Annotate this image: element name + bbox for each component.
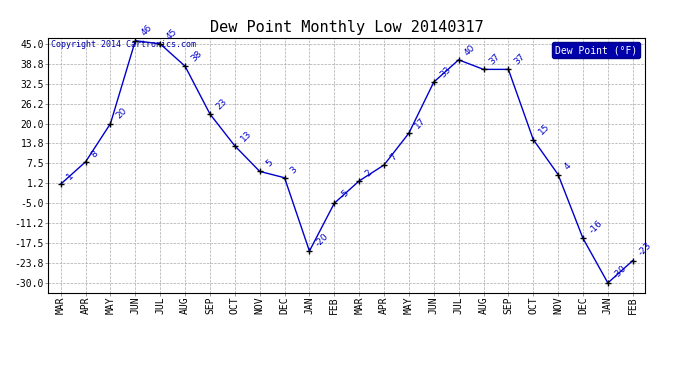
Text: 2: 2 (364, 168, 374, 178)
Text: 37: 37 (513, 52, 527, 67)
Text: -16: -16 (587, 219, 604, 236)
Text: -30: -30 (612, 263, 629, 280)
Text: 13: 13 (239, 129, 253, 143)
Legend: Dew Point (°F): Dew Point (°F) (552, 42, 640, 58)
Text: -5: -5 (339, 188, 351, 201)
Text: 37: 37 (488, 52, 502, 67)
Text: Copyright 2014 Cartronics.com: Copyright 2014 Cartronics.com (51, 40, 196, 49)
Text: 3: 3 (288, 165, 299, 175)
Text: 7: 7 (388, 152, 399, 162)
Text: 17: 17 (413, 116, 428, 130)
Text: 15: 15 (538, 122, 552, 137)
Text: 45: 45 (164, 27, 179, 41)
Text: 33: 33 (438, 65, 453, 80)
Text: -23: -23 (637, 241, 653, 258)
Text: -20: -20 (313, 232, 331, 248)
Text: 8: 8 (90, 148, 100, 159)
Text: 1: 1 (65, 171, 75, 182)
Text: 40: 40 (463, 43, 477, 57)
Text: 23: 23 (214, 97, 228, 111)
Text: 4: 4 (562, 162, 573, 172)
Text: 20: 20 (115, 106, 129, 121)
Title: Dew Point Monthly Low 20140317: Dew Point Monthly Low 20140317 (210, 20, 484, 35)
Text: 5: 5 (264, 158, 275, 169)
Text: 38: 38 (189, 49, 204, 63)
Text: 46: 46 (139, 24, 154, 38)
